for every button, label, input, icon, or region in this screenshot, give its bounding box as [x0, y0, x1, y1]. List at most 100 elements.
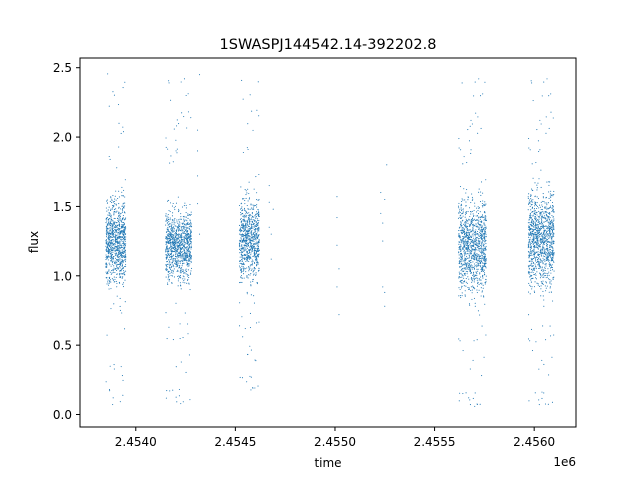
- data-point-cluster-4: [474, 235, 476, 237]
- data-point-cluster-3: [239, 233, 241, 235]
- data-point-cluster-4: [466, 255, 468, 257]
- data-point-cluster-4: [464, 225, 466, 227]
- data-point-cluster-5: [536, 207, 538, 210]
- data-point-cluster-1: [120, 259, 122, 261]
- data-point-cluster-3: [255, 274, 257, 277]
- data-point-cluster-1: [124, 196, 126, 198]
- data-point-cluster-1: [106, 199, 108, 201]
- data-point-cluster-5: [548, 271, 550, 273]
- data-point-cluster-4: [465, 222, 467, 224]
- data-point-cluster-3: [240, 240, 242, 242]
- data-point-cluster-3: [251, 230, 253, 232]
- data-point-cluster-5: [548, 265, 551, 267]
- data-point-cluster-3: [246, 275, 248, 277]
- data-point-cluster-3: [244, 240, 246, 242]
- data-point-cluster-4: [461, 242, 463, 244]
- data-point-cluster-2: [167, 216, 169, 218]
- data-point-cluster-1: [117, 213, 120, 215]
- data-point-cluster-1: [118, 260, 120, 262]
- data-point-cluster-1: [115, 204, 117, 206]
- data-point-cluster-2: [187, 242, 189, 244]
- data-point-cluster-1: [118, 211, 120, 213]
- data-point-cluster-4: [463, 272, 465, 275]
- data-point-cluster-5: [552, 255, 554, 257]
- data-point-cluster-1: [106, 266, 108, 268]
- data-point-cluster-2: [169, 222, 171, 224]
- data-point-cluster-4: [462, 248, 464, 250]
- data-point-cluster-3: [245, 257, 247, 259]
- data-point-cluster-4: [471, 257, 473, 259]
- data-point-cluster-3: [249, 267, 251, 269]
- data-point-cluster-4: [465, 243, 467, 245]
- data-point-cluster-2: [183, 227, 185, 229]
- data-point-cluster-1: [122, 379, 124, 381]
- data-point-cluster-3: [245, 221, 247, 223]
- data-point-cluster-4: [459, 248, 461, 250]
- data-point-cluster-1: [109, 271, 111, 273]
- data-point-cluster-3: [239, 256, 241, 258]
- data-point-cluster-2: [186, 256, 188, 258]
- data-point-cluster-5: [544, 403, 547, 405]
- data-point-cluster-4: [474, 249, 476, 251]
- data-point-cluster-2: [170, 268, 172, 270]
- data-point-cluster-4: [484, 218, 486, 220]
- data-point-cluster-2: [165, 224, 167, 226]
- data-point-cluster-2: [178, 278, 180, 280]
- data-point-cluster-5: [533, 247, 535, 249]
- data-point-cluster-4: [472, 223, 474, 225]
- data-point-cluster-2: [185, 227, 187, 229]
- data-point-cluster-5: [547, 221, 549, 223]
- data-point-cluster-5: [549, 287, 551, 289]
- data-point-cluster-5: [550, 272, 552, 274]
- data-point-cluster-3: [250, 227, 252, 229]
- data-point-cluster-3: [243, 234, 245, 236]
- data-point-cluster-2: [173, 207, 175, 209]
- data-point-cluster-4: [477, 282, 479, 284]
- data-point-cluster-1: [112, 231, 114, 233]
- data-point-cluster-3: [242, 227, 244, 229]
- data-point-cluster-2: [177, 248, 179, 251]
- data-point-cluster-4: [482, 276, 484, 278]
- data-point-cluster-4: [464, 251, 466, 253]
- data-point-cluster-1: [115, 203, 117, 205]
- data-point-cluster-1: [115, 222, 117, 224]
- data-point-cluster-2: [165, 250, 167, 252]
- data-point-cluster-5: [535, 237, 537, 239]
- data-point-cluster-3: [240, 251, 242, 253]
- data-point-cluster-3: [245, 213, 247, 215]
- data-point-cluster-2: [167, 253, 169, 255]
- data-point-cluster-1: [105, 207, 107, 209]
- data-point-cluster-3: [255, 216, 257, 218]
- data-point-cluster-3: [250, 232, 252, 234]
- data-point-cluster-5: [540, 233, 542, 235]
- data-point-cluster-4: [471, 281, 473, 283]
- data-point-cluster-4: [461, 276, 463, 278]
- data-point-cluster-5: [533, 262, 535, 264]
- data-point-cluster-3: [246, 255, 248, 257]
- data-point-cluster-3: [238, 204, 241, 207]
- data-point-cluster-1: [116, 263, 118, 265]
- data-point-cluster-3: [250, 224, 252, 226]
- data-point-cluster-2: [170, 262, 172, 264]
- data-point-cluster-2: [185, 268, 187, 270]
- data-point-cluster-5: [546, 250, 549, 252]
- data-point-cluster-3: [257, 256, 260, 258]
- data-point-cluster-4: [468, 262, 470, 264]
- data-point-cluster-4: [479, 218, 481, 220]
- data-point-cluster-5: [533, 226, 535, 228]
- data-point-cluster-5: [539, 236, 541, 238]
- data-point-cluster-4: [463, 241, 465, 243]
- data-point-cluster-2: [188, 251, 190, 253]
- data-point-cluster-4: [462, 274, 464, 276]
- data-point-cluster-4: [477, 277, 479, 279]
- data-point-cluster-5: [538, 222, 541, 224]
- data-point-cluster-3: [252, 270, 254, 272]
- data-point-cluster-5: [548, 191, 550, 193]
- data-point-cluster-5: [528, 257, 530, 259]
- data-point-cluster-1: [125, 236, 127, 238]
- data-point-cluster-5: [547, 252, 549, 254]
- data-point-cluster-3: [256, 199, 258, 201]
- data-point-cluster-1: [120, 252, 122, 254]
- data-point-cluster-5: [550, 253, 552, 255]
- data-point-cluster-5: [529, 229, 531, 231]
